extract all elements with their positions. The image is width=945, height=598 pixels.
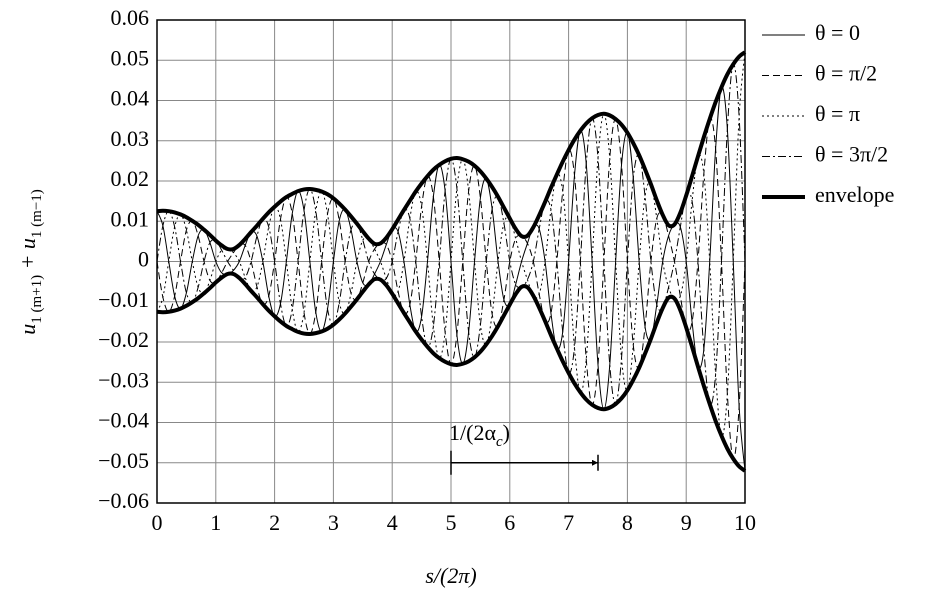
legend-label: θ = 3π/2 [815, 142, 888, 167]
x-tick-label: 0 [152, 510, 163, 535]
y-axis-label-part: 1 (m+1) [29, 275, 45, 324]
y-tick-label: −0.01 [98, 287, 149, 312]
series-line [156, 63, 746, 406]
series-line [156, 52, 746, 437]
x-tick-label: 4 [387, 510, 398, 535]
x-tick-label: 9 [681, 510, 692, 535]
x-tick-label: 7 [563, 510, 574, 535]
y-tick-label: 0.05 [111, 45, 150, 70]
annotation-label-part: 1/(2α [449, 420, 496, 445]
annotation-label-part: c [496, 434, 503, 450]
legend-label: θ = π [815, 101, 860, 126]
series-line [156, 117, 746, 460]
y-tick-label: 0.01 [111, 206, 150, 231]
y-axis-label-part: 1 (m−1) [29, 189, 45, 238]
y-axis-label: u1 (m+1) + u1 (m−1) [15, 189, 45, 335]
y-tick-label: −0.02 [98, 327, 149, 352]
y-tick-label: −0.04 [98, 408, 149, 433]
x-axis-label: s/(2π) [425, 563, 476, 588]
x-tick-label: 10 [734, 510, 756, 535]
y-axis-label-part: u [15, 324, 40, 335]
x-tick-label: 2 [269, 510, 280, 535]
x-tick-label: 1 [210, 510, 221, 535]
y-axis-label-part: + u [15, 238, 40, 275]
x-tick-label: 3 [328, 510, 339, 535]
y-tick-label: 0.06 [111, 5, 150, 30]
y-tick-label: 0.03 [111, 126, 150, 151]
y-tick-label: 0.02 [111, 166, 150, 191]
y-tick-label: 0 [138, 247, 149, 272]
y-tick-label: −0.06 [98, 488, 149, 513]
plot-frame [156, 19, 746, 504]
legend-label: θ = π/2 [815, 61, 877, 86]
legend-label: envelope [815, 182, 894, 207]
annotation-label: 1/(2αc) [449, 420, 510, 450]
annotation-label-part: ) [503, 420, 510, 445]
envelope-lower [156, 271, 747, 473]
y-tick-label: −0.05 [98, 448, 149, 473]
x-tick-label: 6 [504, 510, 515, 535]
x-tick-label: 8 [622, 510, 633, 535]
y-tick-label: −0.03 [98, 367, 149, 392]
legend-label: θ = 0 [815, 20, 860, 45]
envelope-upper [156, 50, 747, 252]
y-tick-label: 0.04 [111, 86, 150, 111]
x-tick-label: 5 [446, 510, 457, 535]
plot [156, 50, 747, 473]
